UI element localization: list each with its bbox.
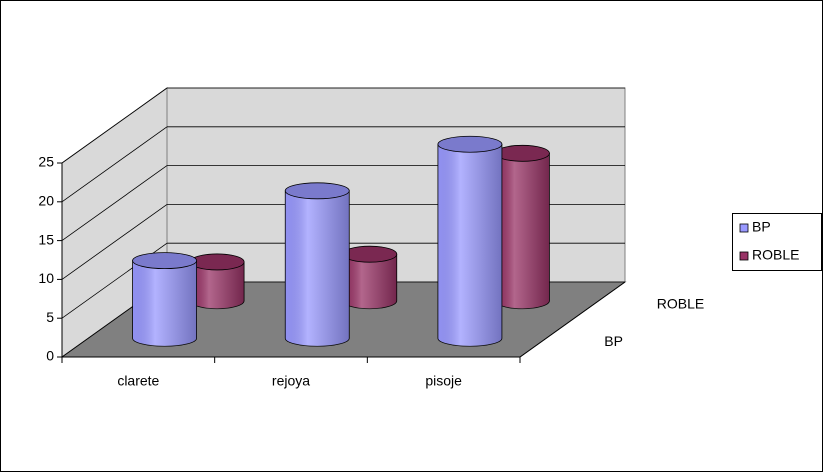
legend-label: ROBLE — [752, 247, 799, 263]
bar — [437, 135, 503, 347]
bar — [189, 253, 245, 310]
bar-cap — [132, 252, 197, 270]
bar-cap-shade — [342, 246, 397, 263]
depth-label: ROBLE — [657, 295, 704, 311]
bar-cap-shade — [190, 253, 245, 270]
bar-cap — [284, 182, 350, 200]
grid-line — [61, 126, 168, 203]
bar-shade — [342, 254, 397, 309]
y-tick-label: 10 — [38, 270, 54, 286]
bar — [342, 245, 398, 310]
bar — [284, 182, 350, 347]
y-tick-label: 20 — [38, 193, 54, 209]
bar — [495, 144, 550, 310]
depth-label: BP — [604, 333, 623, 349]
x-tick-label: pisoje — [425, 373, 462, 389]
legend-swatch — [739, 223, 749, 233]
y-tick-label: 0 — [46, 348, 54, 364]
bar-shade — [190, 261, 245, 309]
legend-swatch — [739, 251, 749, 261]
grid-line — [61, 204, 168, 280]
y-tick-label: 25 — [38, 154, 54, 170]
bar — [132, 252, 197, 347]
bar-shade — [495, 153, 550, 309]
y-tick-label: 5 — [46, 309, 54, 325]
legend-label: BP — [752, 219, 771, 235]
bar-cap-shade — [285, 182, 350, 199]
legend — [732, 213, 822, 271]
bars — [132, 135, 550, 347]
grid-line — [61, 165, 168, 241]
bar-shade — [285, 190, 350, 347]
bar-cap-shade — [437, 136, 502, 153]
labels: 0 5 10 15 20 25 clarete rejoya pisoje ROBLE BP BP RO… — [38, 154, 799, 389]
bar-cap — [437, 135, 503, 153]
bar-shade — [132, 260, 197, 347]
grid-line — [61, 87, 168, 164]
y-tick-label: 15 — [38, 231, 54, 247]
bar-cap-shade — [132, 252, 197, 269]
bar-shade — [437, 144, 502, 347]
x-tick-label: rejoya — [272, 373, 310, 389]
x-tick-label: clarete — [117, 373, 159, 389]
depth-axis — [519, 281, 626, 358]
bar-cap-shade — [495, 145, 550, 162]
